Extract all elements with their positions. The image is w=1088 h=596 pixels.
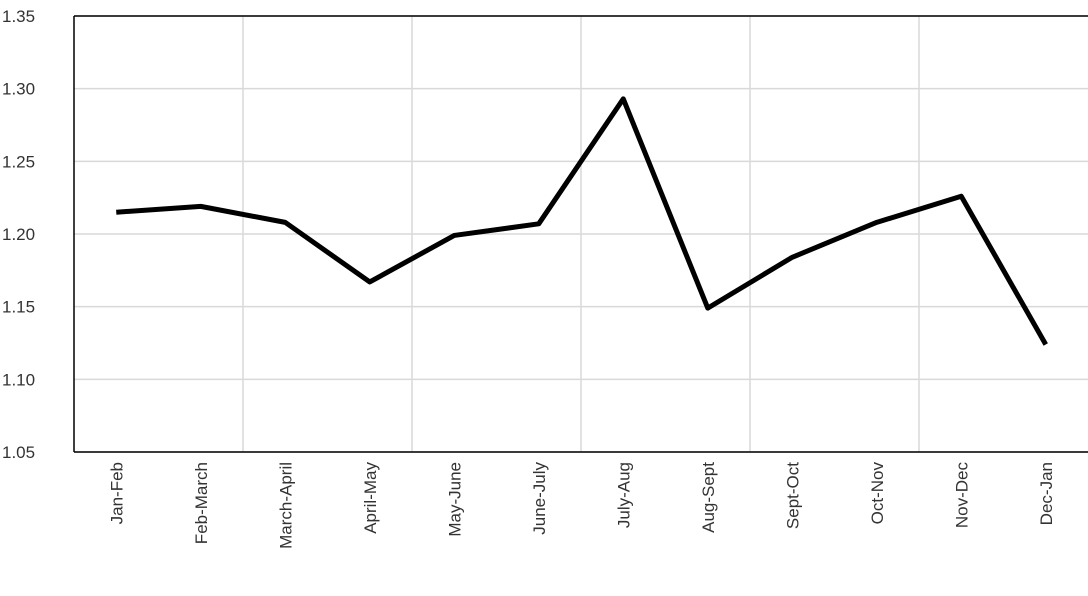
y-tick-label: 1.15 bbox=[2, 298, 35, 317]
x-tick-label: Feb-March bbox=[192, 462, 211, 544]
x-tick-label: Nov-Dec bbox=[952, 462, 971, 529]
x-tick-label: Jan-Feb bbox=[107, 462, 126, 524]
x-tick-label: Dec-Jan bbox=[1037, 462, 1056, 525]
x-tick-label: June-July bbox=[530, 462, 549, 535]
y-tick-label: 1.25 bbox=[2, 152, 35, 171]
y-tick-label: 1.10 bbox=[2, 370, 35, 389]
x-tick-label: May-June bbox=[445, 462, 464, 537]
y-tick-label: 1.05 bbox=[2, 443, 35, 462]
x-tick-label: July-Aug bbox=[614, 462, 633, 528]
y-tick-label: 1.30 bbox=[2, 80, 35, 99]
x-tick-label: Aug-Sept bbox=[699, 462, 718, 533]
y-tick-label: 1.20 bbox=[2, 225, 35, 244]
x-tick-label: Oct-Nov bbox=[868, 462, 887, 525]
data-line bbox=[116, 96, 1048, 346]
x-tick-label: April-May bbox=[361, 462, 380, 534]
x-tick-label: March-April bbox=[276, 462, 295, 549]
y-tick-label: 1.35 bbox=[2, 7, 35, 26]
x-tick-label: Sept-Oct bbox=[783, 462, 802, 529]
